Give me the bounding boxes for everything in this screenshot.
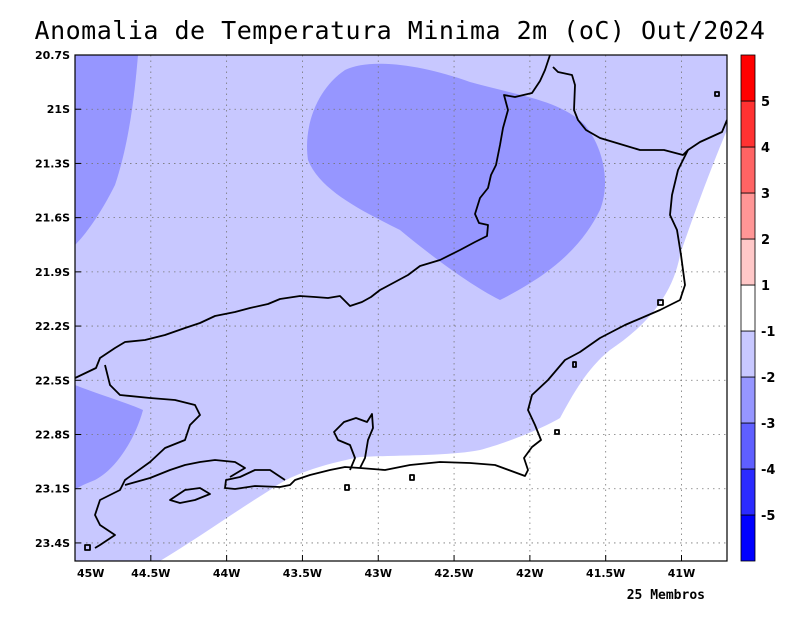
island-small-1 [409,474,415,481]
colorbar-box [740,376,756,424]
coastline-and-borders [75,55,727,551]
lat-tick-label: 23.4S [35,537,70,550]
anomaly-region-minus2-north [307,63,605,300]
lon-tick-label: 42.5W [434,567,473,580]
colorbar-box [740,468,756,516]
state-border-mg-rj [75,55,551,379]
lat-tick-label: 20.7S [35,49,70,62]
lon-tick-label: 44.5W [131,567,170,580]
colorbar-box [740,330,756,378]
plot-frame [74,54,728,562]
island-small-7 [84,544,91,551]
anomaly-region-minus2-northwest [75,55,138,245]
lon-tick-label: 42W [516,567,543,580]
colorbar-label: -5 [761,509,775,524]
lon-tick-label: 41.5W [586,567,625,580]
lon-tick-label: 43W [365,567,392,580]
lat-tick-label: 21.3S [35,157,70,170]
colorbar-label: -4 [761,463,775,478]
lon-tick-label: 41W [668,567,695,580]
ilha-grande-coast [124,459,246,486]
colorbar-label: 2 [761,233,770,248]
map-grid [75,55,727,561]
island-small-2 [344,484,350,491]
colorbar-label: 5 [761,95,770,110]
colorbar-label: -3 [761,417,775,432]
colorbar-box [740,146,756,194]
island-small-3 [657,299,664,306]
colorbar-box [740,192,756,240]
colorbar-label: 3 [761,187,770,202]
island-small-6 [554,429,560,435]
lon-tick-label: 45W [77,567,104,580]
map-title: Anomalia de Temperatura Minima 2m (oC) O… [34,16,766,45]
colorbar-label: 1 [761,279,770,294]
lat-tick-label: 22.2S [35,320,70,333]
colorbar-box [740,284,756,332]
colorbar-box [740,238,756,286]
colorbar: -5 -4 -3 -2 -1 1 2 3 4 5 [740,54,775,562]
lat-tick-label: 21S [47,103,70,116]
lat-tick-label: 21.6S [35,212,70,225]
island-small-5 [572,361,577,368]
lon-tick-label: 44W [213,567,240,580]
colorbar-label: 4 [761,141,770,156]
bay-of-guanabara [333,413,374,471]
colorbar-box [740,100,756,148]
anomaly-region-minus2-west [75,385,143,490]
colorbar-box [740,54,756,102]
lat-tick-label: 23.1S [35,483,70,496]
lat-tick-label: 22.8S [35,429,70,442]
lat-tick-label: 22.5S [35,374,70,387]
colorbar-box [740,514,756,562]
colorbar-label: -2 [761,371,775,386]
coastline [224,119,727,490]
axis-ticks: 45W 44.5W 44W 43.5W 43W 42.5W 42W 41.5W 41W 20.7S… [35,49,695,580]
state-border-sp-rj [94,364,201,549]
state-border-es-rj [552,66,689,156]
island-small-4 [714,91,720,97]
lon-tick-label: 43.5W [283,567,322,580]
members-note: 25 Membros [626,588,705,603]
colorbar-label: -1 [761,325,775,340]
colorbar-box [740,422,756,470]
ilha-grande [169,487,211,504]
lat-tick-label: 21.9S [35,266,70,279]
